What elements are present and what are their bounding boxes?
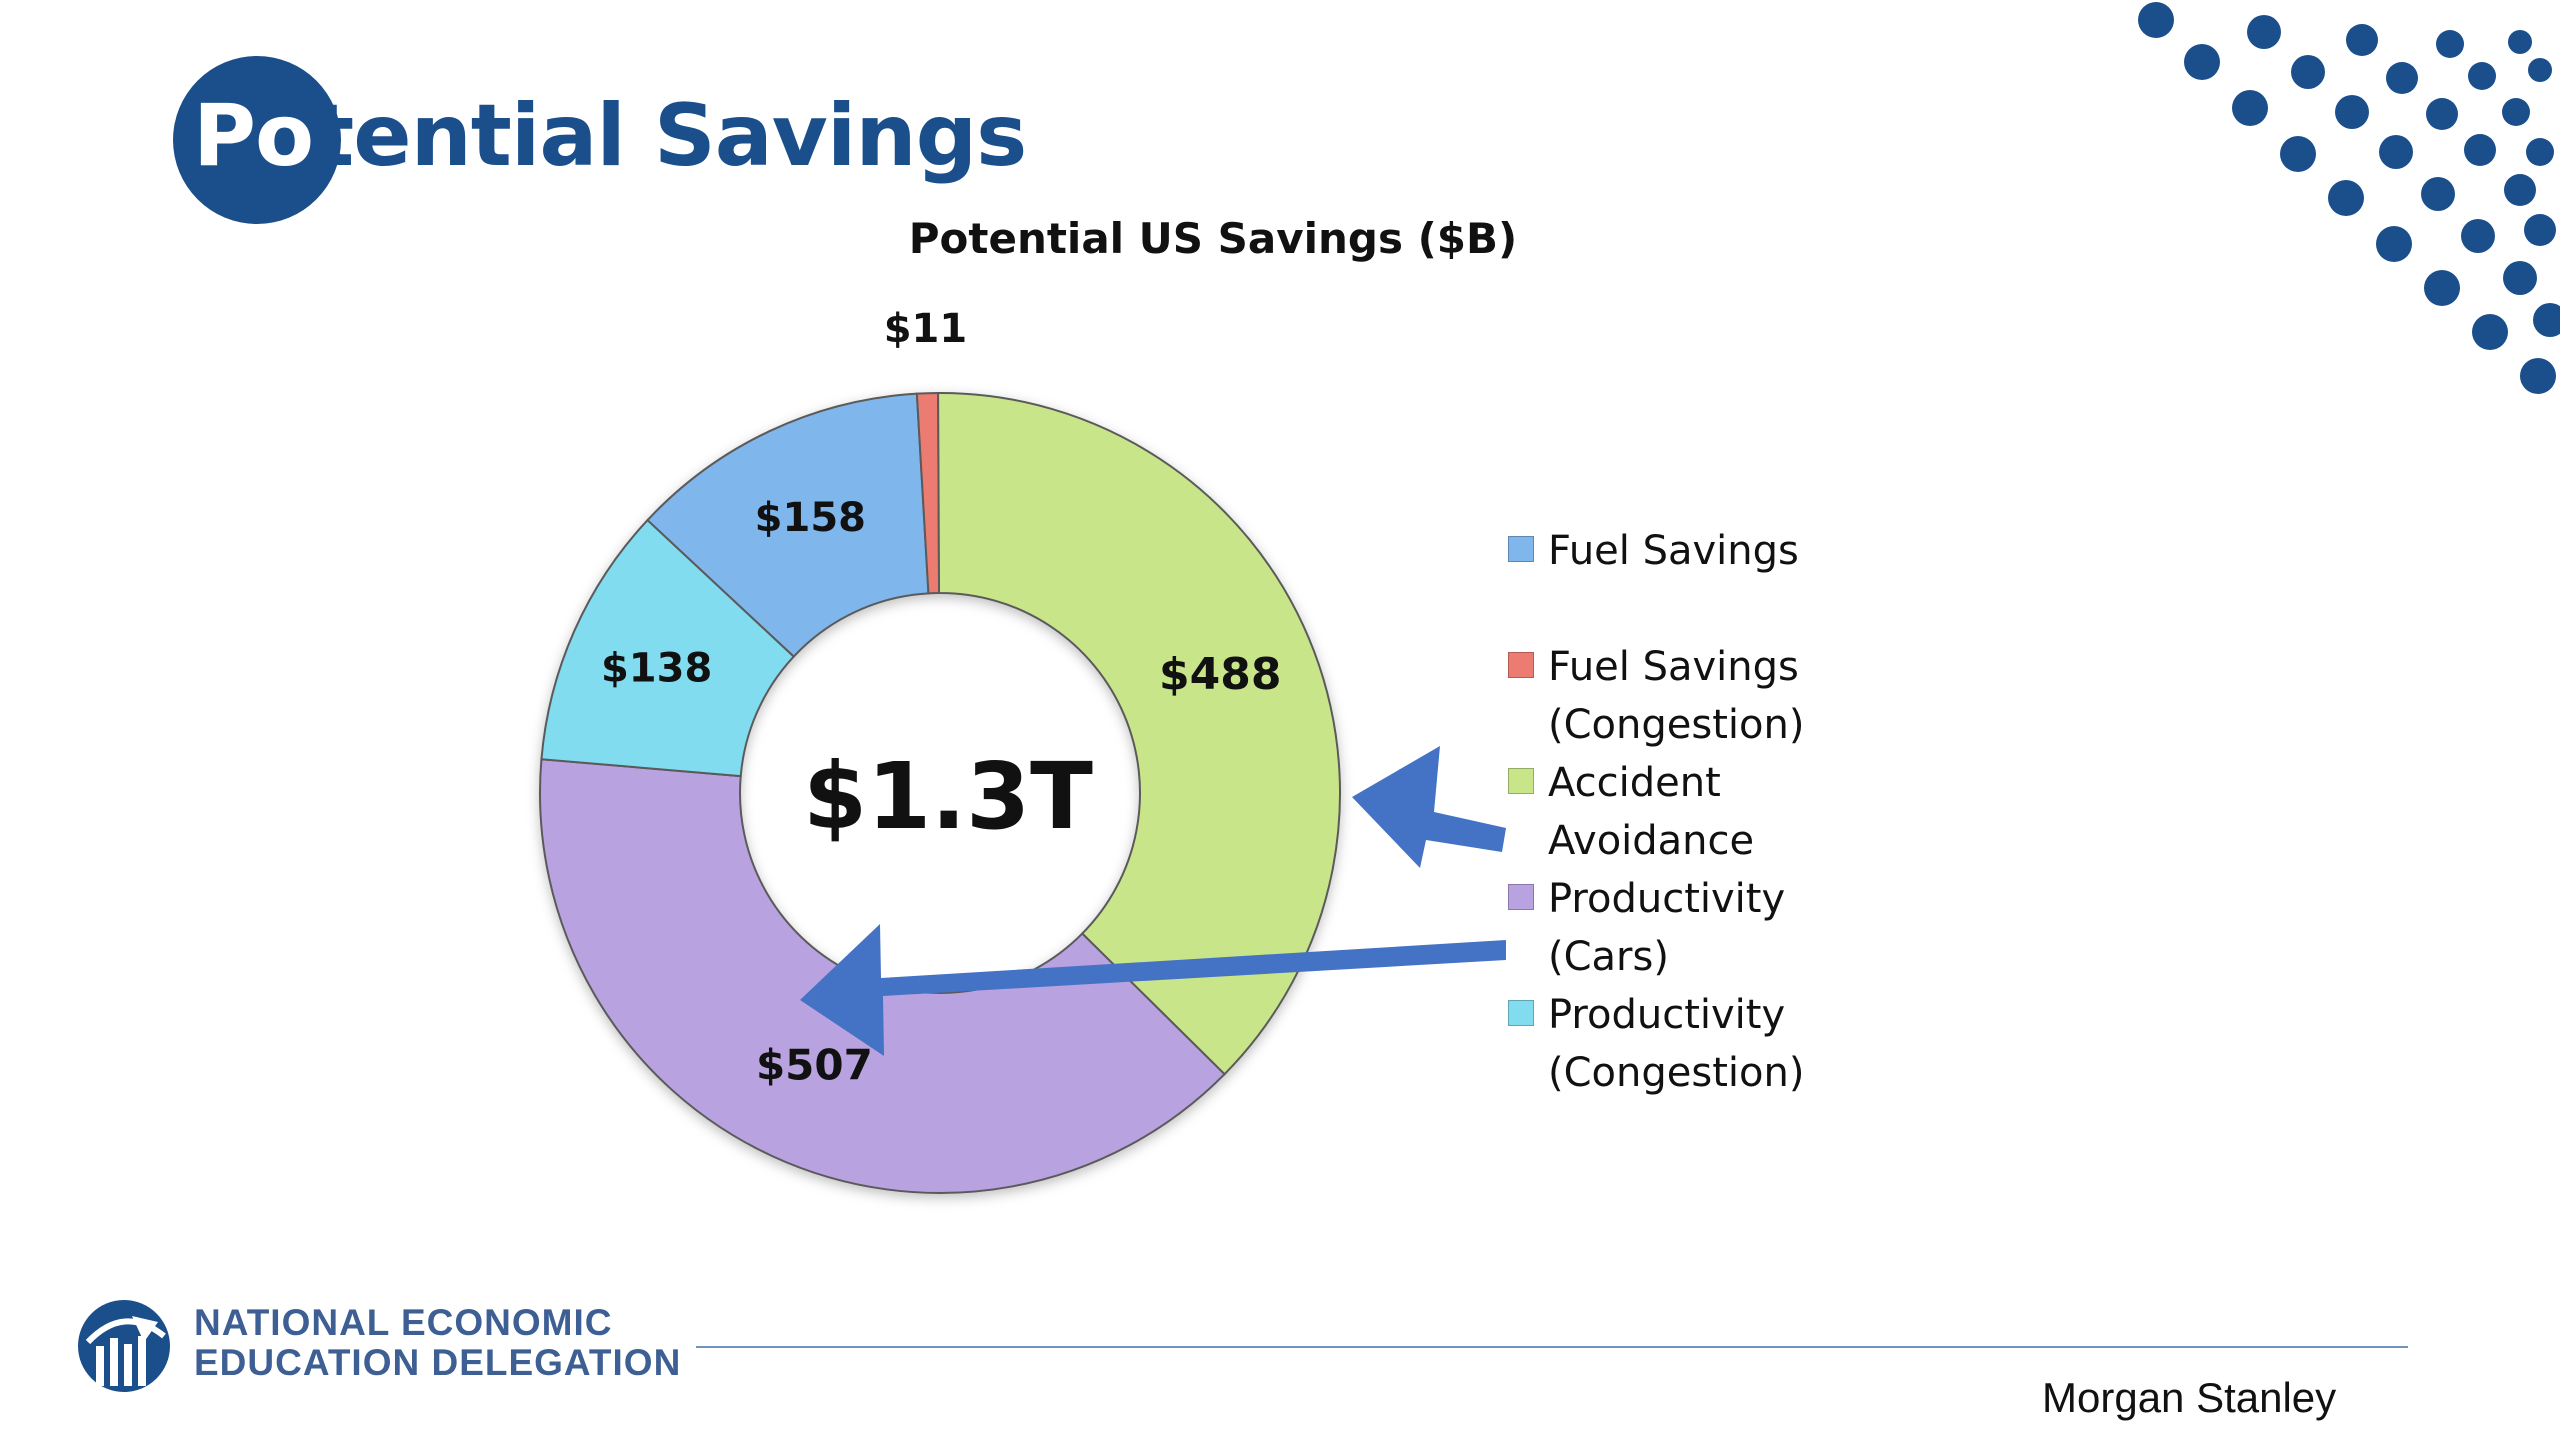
legend-swatch-2 [1508,652,1534,678]
org-name: NATIONAL ECONOMIC EDUCATION DELEGATION [194,1303,681,1383]
org-logo [78,1300,170,1392]
dot-pattern-decoration [2138,2,2560,394]
legend-swatch-5 [1508,1000,1534,1026]
legend-item-1: Fuel Savings [1508,522,1928,580]
donut-slice-label-4: $507 [756,1040,873,1089]
legend-swatch-3 [1508,768,1534,794]
arrow-to-accident-avoidance [1352,746,1506,868]
donut-slice-3 [937,392,1341,1076]
org-name-line1: NATIONAL ECONOMIC [194,1302,613,1343]
legend-item-2: Fuel Savings (Congestion) [1508,638,1928,754]
legend-label-4: Productivity (Cars) [1548,876,1786,980]
legend-swatch-1 [1508,536,1534,562]
legend-label-3: Accident Avoidance [1548,760,1755,864]
legend-item-5: Productivity (Congestion) [1508,986,1928,1102]
page-title: Potential Savings [193,76,1027,196]
donut-slice-5 [540,518,796,778]
donut-slice-label-5: $138 [601,645,712,691]
footer-divider [696,1346,2408,1348]
donut-slice-1 [646,392,930,659]
page-title-part2: tential Savings [313,86,1027,186]
chart-legend: Fuel Savings Fuel Savings (Congestion) Acc… [1508,522,1928,1102]
legend-label-2: Fuel Savings (Congestion) [1548,644,1805,748]
legend-item-4: Productivity (Cars) [1508,870,1928,986]
page-title-part1: Po [193,86,314,186]
legend-item-3: Accident Avoidance [1508,754,1928,870]
legend-label-1: Fuel Savings [1548,528,1799,574]
legend-label-5: Productivity (Congestion) [1548,992,1805,1096]
title-circle-decoration [173,56,341,224]
legend-swatch-4 [1508,884,1534,910]
chart-center-total: $1.3T [803,743,1093,850]
donut-slice-label-3: $488 [1159,649,1281,700]
donut-slice-label-2: $11 [884,306,968,352]
arrow-to-productivity-cars [800,924,1506,1056]
chart-title: Potential US Savings ($B) [908,214,1518,263]
org-name-line2: EDUCATION DELEGATION [194,1342,682,1383]
source-credit: Morgan Stanley [2042,1374,2337,1421]
donut-slice-label-1: $158 [755,495,866,541]
